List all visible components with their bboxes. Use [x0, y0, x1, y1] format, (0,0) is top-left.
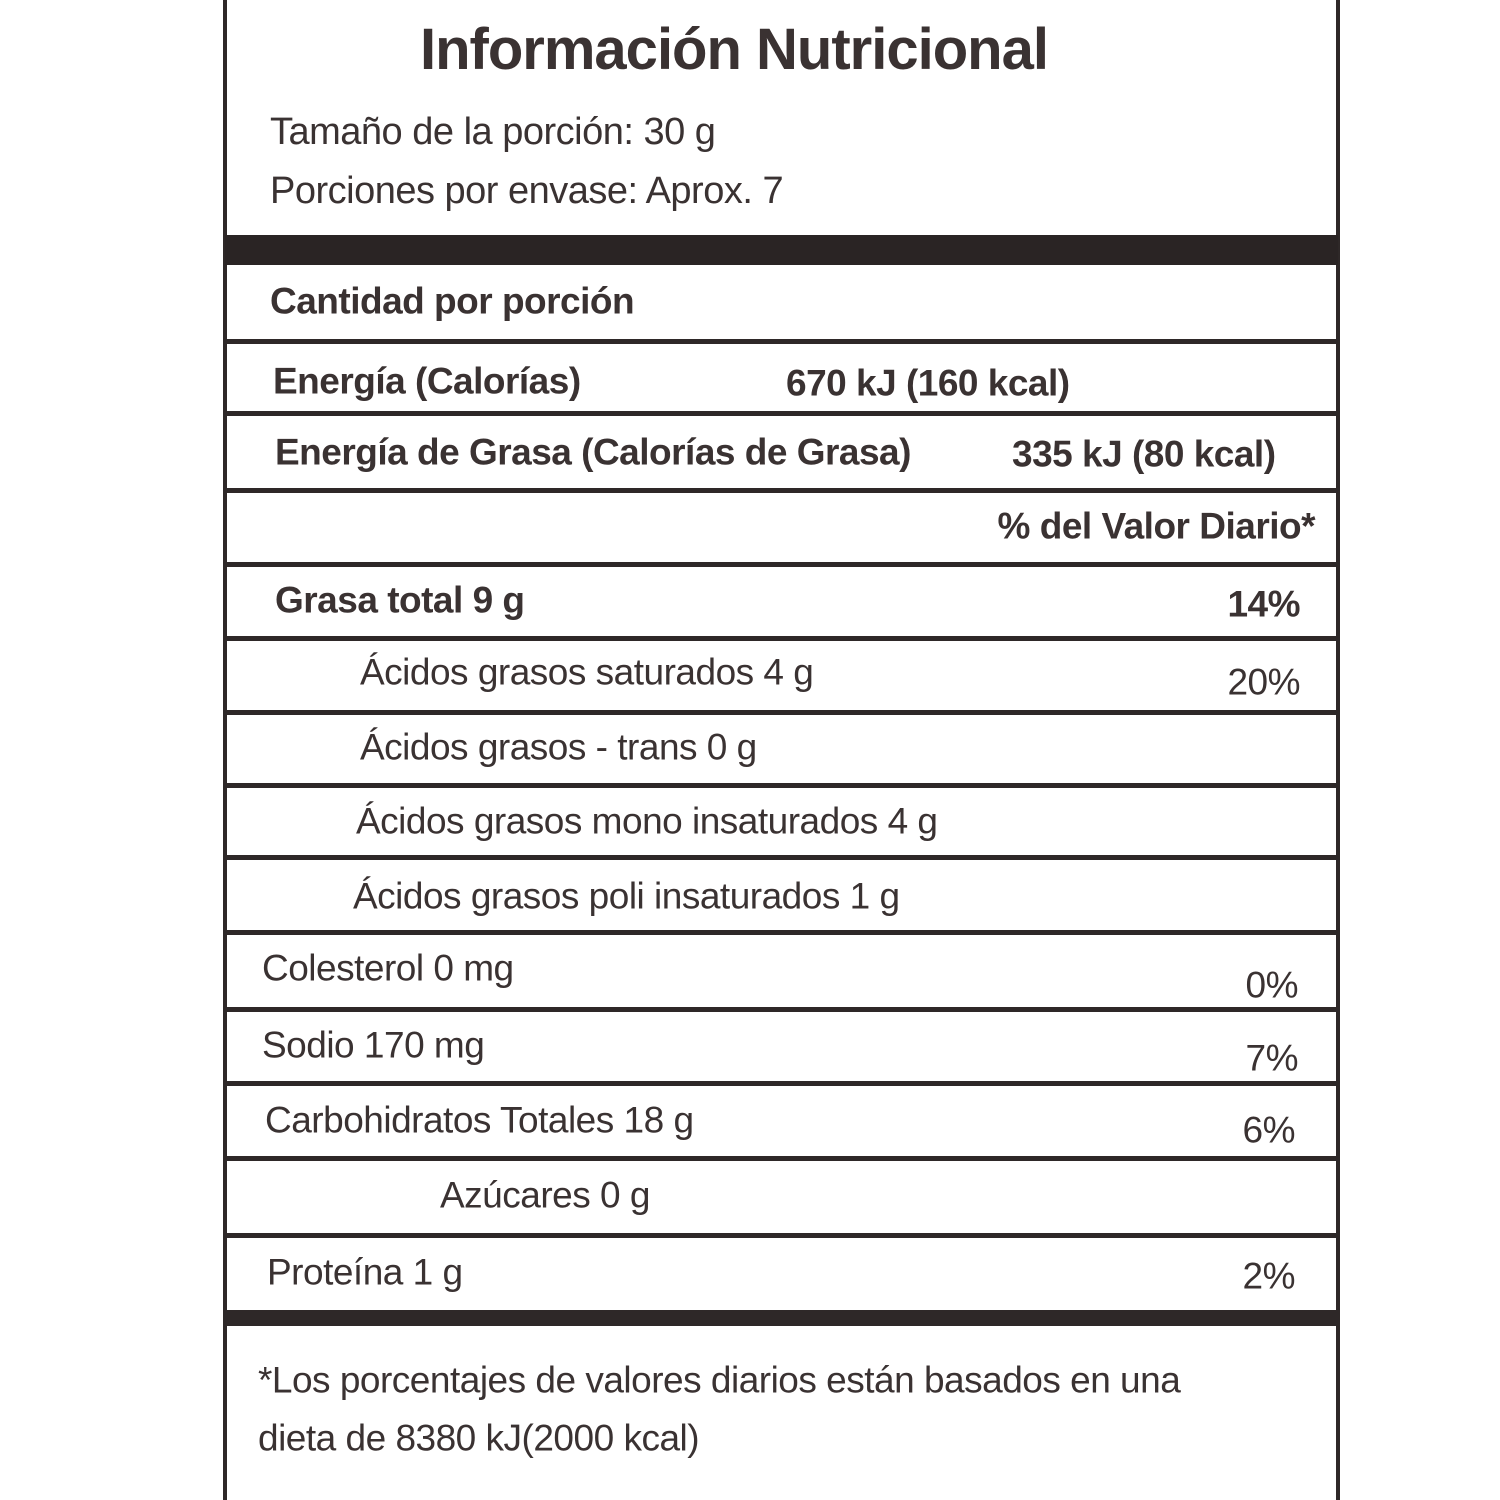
nutrient-label-total-fat: Grasa total 9 g	[275, 579, 525, 621]
nutrient-label-polyunsaturated-fat: Ácidos grasos poli insaturados 1 g	[353, 875, 900, 917]
energy-label: Energía (Calorías)	[273, 360, 581, 402]
fat-energy-label: Energía de Grasa (Calorías de Grasa)	[275, 431, 911, 473]
daily-value-header: % del Valor Diario*	[997, 505, 1316, 547]
nutrient-label-protein: Proteína 1 g	[267, 1251, 463, 1293]
nutrient-label-sugars: Azúcares 0 g	[440, 1174, 650, 1216]
thick-divider	[225, 1310, 1338, 1326]
label-right-border	[1336, 0, 1340, 1500]
energy-value: 670 kJ (160 kcal)	[786, 362, 1070, 404]
divider	[225, 1081, 1338, 1086]
nutrient-dv-sodium: 7%	[1245, 1037, 1299, 1079]
footnote-line-1: *Los porcentajes de valores diarios está…	[258, 1359, 1181, 1401]
divider	[225, 930, 1338, 935]
nutrient-label-monounsaturated-fat: Ácidos grasos mono insaturados 4 g	[356, 800, 938, 842]
divider	[225, 1007, 1338, 1012]
nutrient-dv-protein: 2%	[1242, 1255, 1296, 1297]
nutrient-dv-carbohydrates: 6%	[1242, 1109, 1296, 1151]
label-title: Información Nutricional	[420, 17, 1049, 82]
servings-per-container: Porciones por envase: Aprox. 7	[270, 170, 784, 212]
divider	[225, 783, 1338, 788]
thick-divider	[225, 235, 1338, 265]
label-left-border	[223, 0, 227, 1500]
serving-size: Tamaño de la porción: 30 g	[270, 111, 716, 153]
fat-energy-value: 335 kJ (80 kcal)	[1012, 433, 1276, 475]
nutrient-dv-cholesterol: 0%	[1245, 964, 1299, 1006]
divider	[225, 411, 1338, 416]
divider	[225, 562, 1338, 567]
nutrient-dv-total-fat: 14%	[1227, 583, 1300, 625]
nutrient-label-sodium: Sodio 170 mg	[262, 1024, 485, 1066]
divider	[225, 339, 1338, 344]
nutrient-label-saturated-fat: Ácidos grasos saturados 4 g	[360, 651, 814, 693]
divider	[225, 636, 1338, 641]
footnote-line-2: dieta de 8380 kJ(2000 kcal)	[258, 1417, 700, 1459]
divider	[225, 1233, 1338, 1238]
divider	[225, 488, 1338, 493]
nutrient-label-trans-fat: Ácidos grasos - trans 0 g	[360, 726, 757, 768]
divider	[225, 855, 1338, 860]
amount-per-serving: Cantidad por porción	[270, 280, 635, 322]
divider	[225, 1156, 1338, 1161]
nutrient-label-cholesterol: Colesterol 0 mg	[262, 947, 514, 989]
nutrient-label-carbohydrates: Carbohidratos Totales 18 g	[265, 1099, 694, 1141]
divider	[225, 710, 1338, 715]
nutrient-dv-saturated-fat: 20%	[1227, 661, 1300, 703]
